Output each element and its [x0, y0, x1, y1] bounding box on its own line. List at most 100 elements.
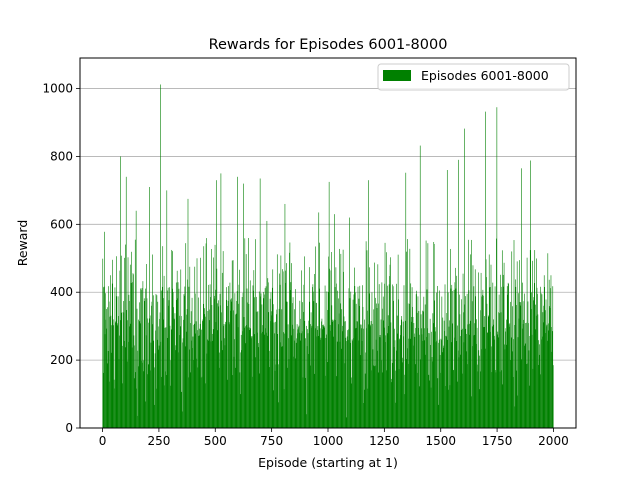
bar	[323, 327, 325, 428]
y-axis-ticks: 0 200 400 600 800 1000	[42, 82, 80, 435]
bar	[352, 299, 354, 428]
bar	[261, 304, 263, 428]
bar	[475, 343, 477, 428]
bar	[137, 350, 139, 428]
bar	[392, 284, 394, 428]
bar	[395, 370, 396, 428]
bar	[393, 347, 395, 428]
bar	[244, 327, 245, 428]
bar	[407, 303, 409, 428]
bar	[102, 258, 104, 428]
bar	[416, 290, 417, 428]
bar	[380, 337, 381, 428]
bar	[279, 284, 281, 428]
bar	[335, 320, 336, 428]
bar	[192, 347, 193, 428]
bar	[406, 251, 407, 428]
bar	[548, 323, 550, 428]
bar	[155, 330, 156, 428]
bar	[131, 251, 132, 428]
bar	[342, 331, 343, 428]
bar	[302, 377, 304, 428]
bar	[282, 271, 284, 428]
bar	[121, 383, 123, 428]
bar	[285, 282, 286, 428]
bar	[491, 372, 493, 428]
bar	[399, 339, 400, 428]
bar	[400, 325, 401, 428]
bar	[116, 325, 118, 428]
bar	[453, 370, 454, 428]
bar	[540, 293, 542, 428]
bar	[118, 359, 120, 428]
bar	[550, 275, 552, 428]
bar	[408, 338, 410, 428]
bar	[243, 183, 244, 428]
bar	[451, 291, 453, 428]
bar	[175, 282, 177, 428]
bar	[344, 363, 346, 428]
bar	[182, 342, 183, 428]
bar	[330, 330, 331, 428]
bar	[535, 315, 537, 428]
bar	[411, 287, 413, 428]
bar	[106, 328, 108, 428]
bar	[423, 296, 425, 428]
bar	[540, 286, 541, 428]
bar	[500, 274, 501, 428]
bar	[417, 296, 419, 428]
bar	[212, 340, 213, 428]
bar	[514, 406, 516, 428]
bar	[255, 311, 257, 428]
bar	[529, 250, 531, 428]
bar	[450, 248, 451, 428]
y-tick-label: 1000	[42, 82, 73, 96]
bar	[376, 307, 378, 428]
bar	[412, 306, 413, 428]
bar	[179, 335, 181, 428]
bar	[506, 344, 508, 428]
bar	[463, 312, 464, 428]
bar	[506, 319, 507, 428]
bar	[534, 250, 536, 428]
bar	[447, 339, 449, 428]
bar	[362, 306, 364, 428]
bar	[238, 303, 239, 428]
bar	[144, 401, 146, 428]
bar	[278, 308, 280, 428]
bar	[252, 376, 253, 428]
bar	[226, 299, 228, 428]
bar	[520, 302, 522, 428]
bar	[352, 341, 353, 428]
bar	[322, 329, 323, 428]
bar	[234, 293, 236, 428]
bar	[258, 347, 259, 428]
bar	[529, 336, 531, 428]
bar	[290, 290, 291, 428]
bar	[442, 347, 444, 428]
bar	[127, 257, 129, 428]
bar	[446, 170, 448, 428]
bar	[328, 181, 330, 428]
bar	[322, 326, 324, 428]
bar	[549, 307, 551, 428]
bar	[194, 323, 195, 428]
bar	[361, 340, 363, 428]
bar	[432, 313, 434, 428]
bar	[159, 318, 160, 428]
bar	[236, 301, 237, 428]
bar	[367, 310, 368, 428]
bar	[383, 327, 385, 428]
bar	[300, 340, 302, 428]
bar	[161, 286, 163, 428]
bar	[497, 331, 499, 428]
bar	[531, 292, 532, 428]
bar	[519, 302, 521, 428]
bar	[341, 309, 343, 428]
bar	[429, 333, 430, 428]
bar	[479, 371, 481, 428]
bar	[535, 304, 536, 428]
bar	[249, 329, 251, 428]
bar	[142, 281, 144, 428]
bar	[146, 298, 148, 428]
